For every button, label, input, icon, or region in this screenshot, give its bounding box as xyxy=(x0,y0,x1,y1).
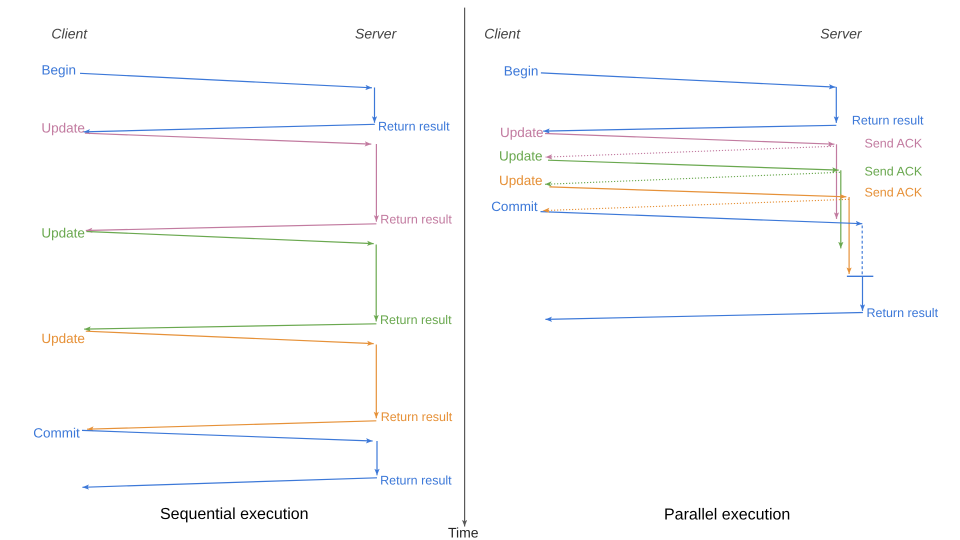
svg-text:Sequential execution: Sequential execution xyxy=(160,506,309,523)
svg-text:Parallel execution: Parallel execution xyxy=(664,506,790,523)
svg-text:Client: Client xyxy=(484,26,521,42)
svg-text:Begin: Begin xyxy=(504,64,539,79)
svg-text:Return result: Return result xyxy=(852,114,924,128)
svg-text:Commit: Commit xyxy=(491,199,538,214)
svg-text:Client: Client xyxy=(51,26,88,42)
svg-text:Update: Update xyxy=(499,149,543,164)
svg-text:Return result: Return result xyxy=(381,410,453,424)
svg-text:Send ACK: Send ACK xyxy=(865,186,923,200)
svg-text:Return result: Return result xyxy=(380,313,452,327)
svg-text:Update: Update xyxy=(41,225,85,240)
svg-text:Return result: Return result xyxy=(378,120,450,134)
svg-text:Return result: Return result xyxy=(380,473,452,487)
svg-text:Update: Update xyxy=(500,125,544,140)
svg-text:Begin: Begin xyxy=(42,63,77,78)
svg-text:Return result: Return result xyxy=(867,306,939,320)
svg-text:Server: Server xyxy=(355,26,398,42)
svg-text:Commit: Commit xyxy=(33,425,80,440)
svg-text:Send ACK: Send ACK xyxy=(865,137,923,151)
svg-text:Update: Update xyxy=(41,331,85,346)
svg-text:Time: Time xyxy=(448,525,479,540)
svg-text:Server: Server xyxy=(820,26,863,42)
svg-text:Update: Update xyxy=(499,173,543,188)
svg-text:Send ACK: Send ACK xyxy=(865,164,923,178)
svg-text:Update: Update xyxy=(41,121,85,136)
svg-text:Return result: Return result xyxy=(380,212,452,226)
